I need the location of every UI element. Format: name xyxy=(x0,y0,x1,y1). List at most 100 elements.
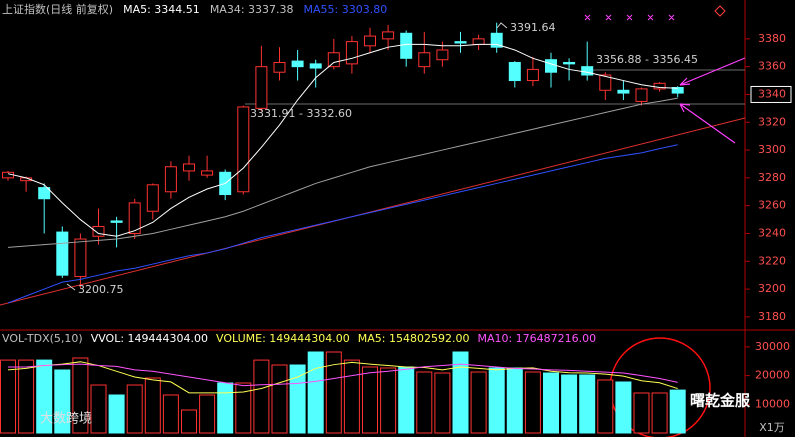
ma-line xyxy=(7,43,678,237)
y-tick-label: 20000 xyxy=(755,369,790,382)
candle-body xyxy=(128,202,141,234)
annotation-pointer xyxy=(66,283,76,291)
volume-bar xyxy=(307,351,324,434)
trend-line xyxy=(0,117,746,306)
ma-line xyxy=(7,97,678,248)
candle-body xyxy=(490,32,503,48)
volume-bar xyxy=(416,371,433,434)
candle-body xyxy=(345,41,358,65)
candle-body xyxy=(400,32,413,59)
ma-line xyxy=(7,144,678,304)
legend-entry: VVOL: 149444304.00 xyxy=(91,332,208,345)
volume-bar xyxy=(633,392,650,434)
legend-entry: MA5: 3344.51 xyxy=(123,3,200,16)
annotation: 3391.64 xyxy=(510,21,556,34)
volume-bar xyxy=(181,409,197,434)
candle-body xyxy=(146,184,159,212)
candle-body xyxy=(436,49,449,61)
toggle-icon[interactable] xyxy=(714,5,726,17)
volume-bar xyxy=(506,367,523,434)
legend-entry: MA34: 3337.38 xyxy=(210,3,294,16)
candle-body xyxy=(545,59,557,73)
candle-body xyxy=(364,35,376,47)
legend-entry: VOL-TDX(5,10) xyxy=(2,332,83,345)
volume-bar xyxy=(343,359,360,434)
volume-bar xyxy=(162,394,179,434)
y-tick-label: 3260 xyxy=(758,199,786,212)
volume-bar xyxy=(217,382,234,434)
volume-bar xyxy=(470,371,487,434)
volume-bar xyxy=(434,372,451,434)
y-tick-label: 10000 xyxy=(755,397,790,410)
volume-unit: X1万 xyxy=(759,421,785,434)
signal-marks xyxy=(584,14,675,21)
volume-bar xyxy=(325,351,342,434)
y-tick-label: 3280 xyxy=(758,171,786,184)
volume-bar xyxy=(651,392,668,434)
candle-body xyxy=(201,170,214,176)
y-tick-label: 3200 xyxy=(758,282,786,295)
annotation-pointer xyxy=(496,22,508,29)
candle-body xyxy=(653,82,666,90)
legend-entry: 上证指数(日线 前复权) xyxy=(2,2,113,16)
y-tick-label: 3320 xyxy=(758,115,786,128)
watermark: 大数跨境 xyxy=(40,412,92,427)
y-tick-label: 3180 xyxy=(758,310,786,323)
volume-bar xyxy=(271,364,288,434)
volume-bar xyxy=(18,359,35,434)
y-tick-label: 3300 xyxy=(758,143,786,156)
volume-bar xyxy=(615,381,632,434)
volume-bar xyxy=(289,364,306,434)
volume-bar xyxy=(452,351,469,434)
candle-body xyxy=(327,52,340,68)
volume-bar xyxy=(235,382,252,434)
volume-bar xyxy=(488,367,505,434)
y-tick-label: 3220 xyxy=(758,254,786,267)
volume-bar xyxy=(398,366,415,434)
volume-bar xyxy=(36,359,53,434)
candle-body xyxy=(526,68,539,82)
legend-entry: MA5: 154802592.00 xyxy=(358,332,470,345)
volume-bar xyxy=(669,389,686,434)
legend-entry: MA10: 176487216.00 xyxy=(477,332,596,345)
tick-highlight xyxy=(750,85,792,103)
volume-bar xyxy=(561,374,578,434)
y-tick-label: 3360 xyxy=(758,60,786,73)
annotation: 3356.88 - 3356.45 xyxy=(596,53,698,66)
candle-body xyxy=(418,52,431,68)
candle-body xyxy=(255,66,268,109)
annotation: 3200.75 xyxy=(78,283,124,296)
watermark: 曙乾金服 xyxy=(690,392,751,410)
volume-bar xyxy=(126,384,143,434)
volume-bar xyxy=(597,379,614,434)
legend-entry: MA55: 3303.80 xyxy=(304,3,388,16)
candle-body xyxy=(110,220,123,223)
volume-bar xyxy=(72,357,89,434)
candle-body xyxy=(38,187,51,200)
candle-body xyxy=(74,238,87,278)
candle-body xyxy=(581,66,594,76)
candle-body xyxy=(309,63,322,69)
candle-body xyxy=(273,61,286,73)
volume-ma-line xyxy=(7,361,678,394)
candle-body xyxy=(635,88,648,102)
volume-bar xyxy=(0,359,16,434)
candle-body xyxy=(617,89,630,94)
legend-entry: VOLUME: 149444304.00 xyxy=(216,332,350,345)
y-tick-label: 30000 xyxy=(755,340,790,353)
arrows xyxy=(679,57,746,144)
candle-body xyxy=(291,60,304,68)
candle-body xyxy=(563,61,576,65)
candle-body xyxy=(92,226,105,237)
volume-bar xyxy=(543,372,559,434)
volume-bar xyxy=(380,367,397,434)
candle-body xyxy=(472,38,485,45)
volume-bar xyxy=(362,366,378,434)
volume-bar xyxy=(54,369,71,434)
annotation: 3331.91 - 3332.60 xyxy=(250,107,352,120)
y-tick-label: 3380 xyxy=(758,32,786,45)
volume-bar xyxy=(90,384,107,434)
y-tick-label: 3340 xyxy=(758,87,786,100)
